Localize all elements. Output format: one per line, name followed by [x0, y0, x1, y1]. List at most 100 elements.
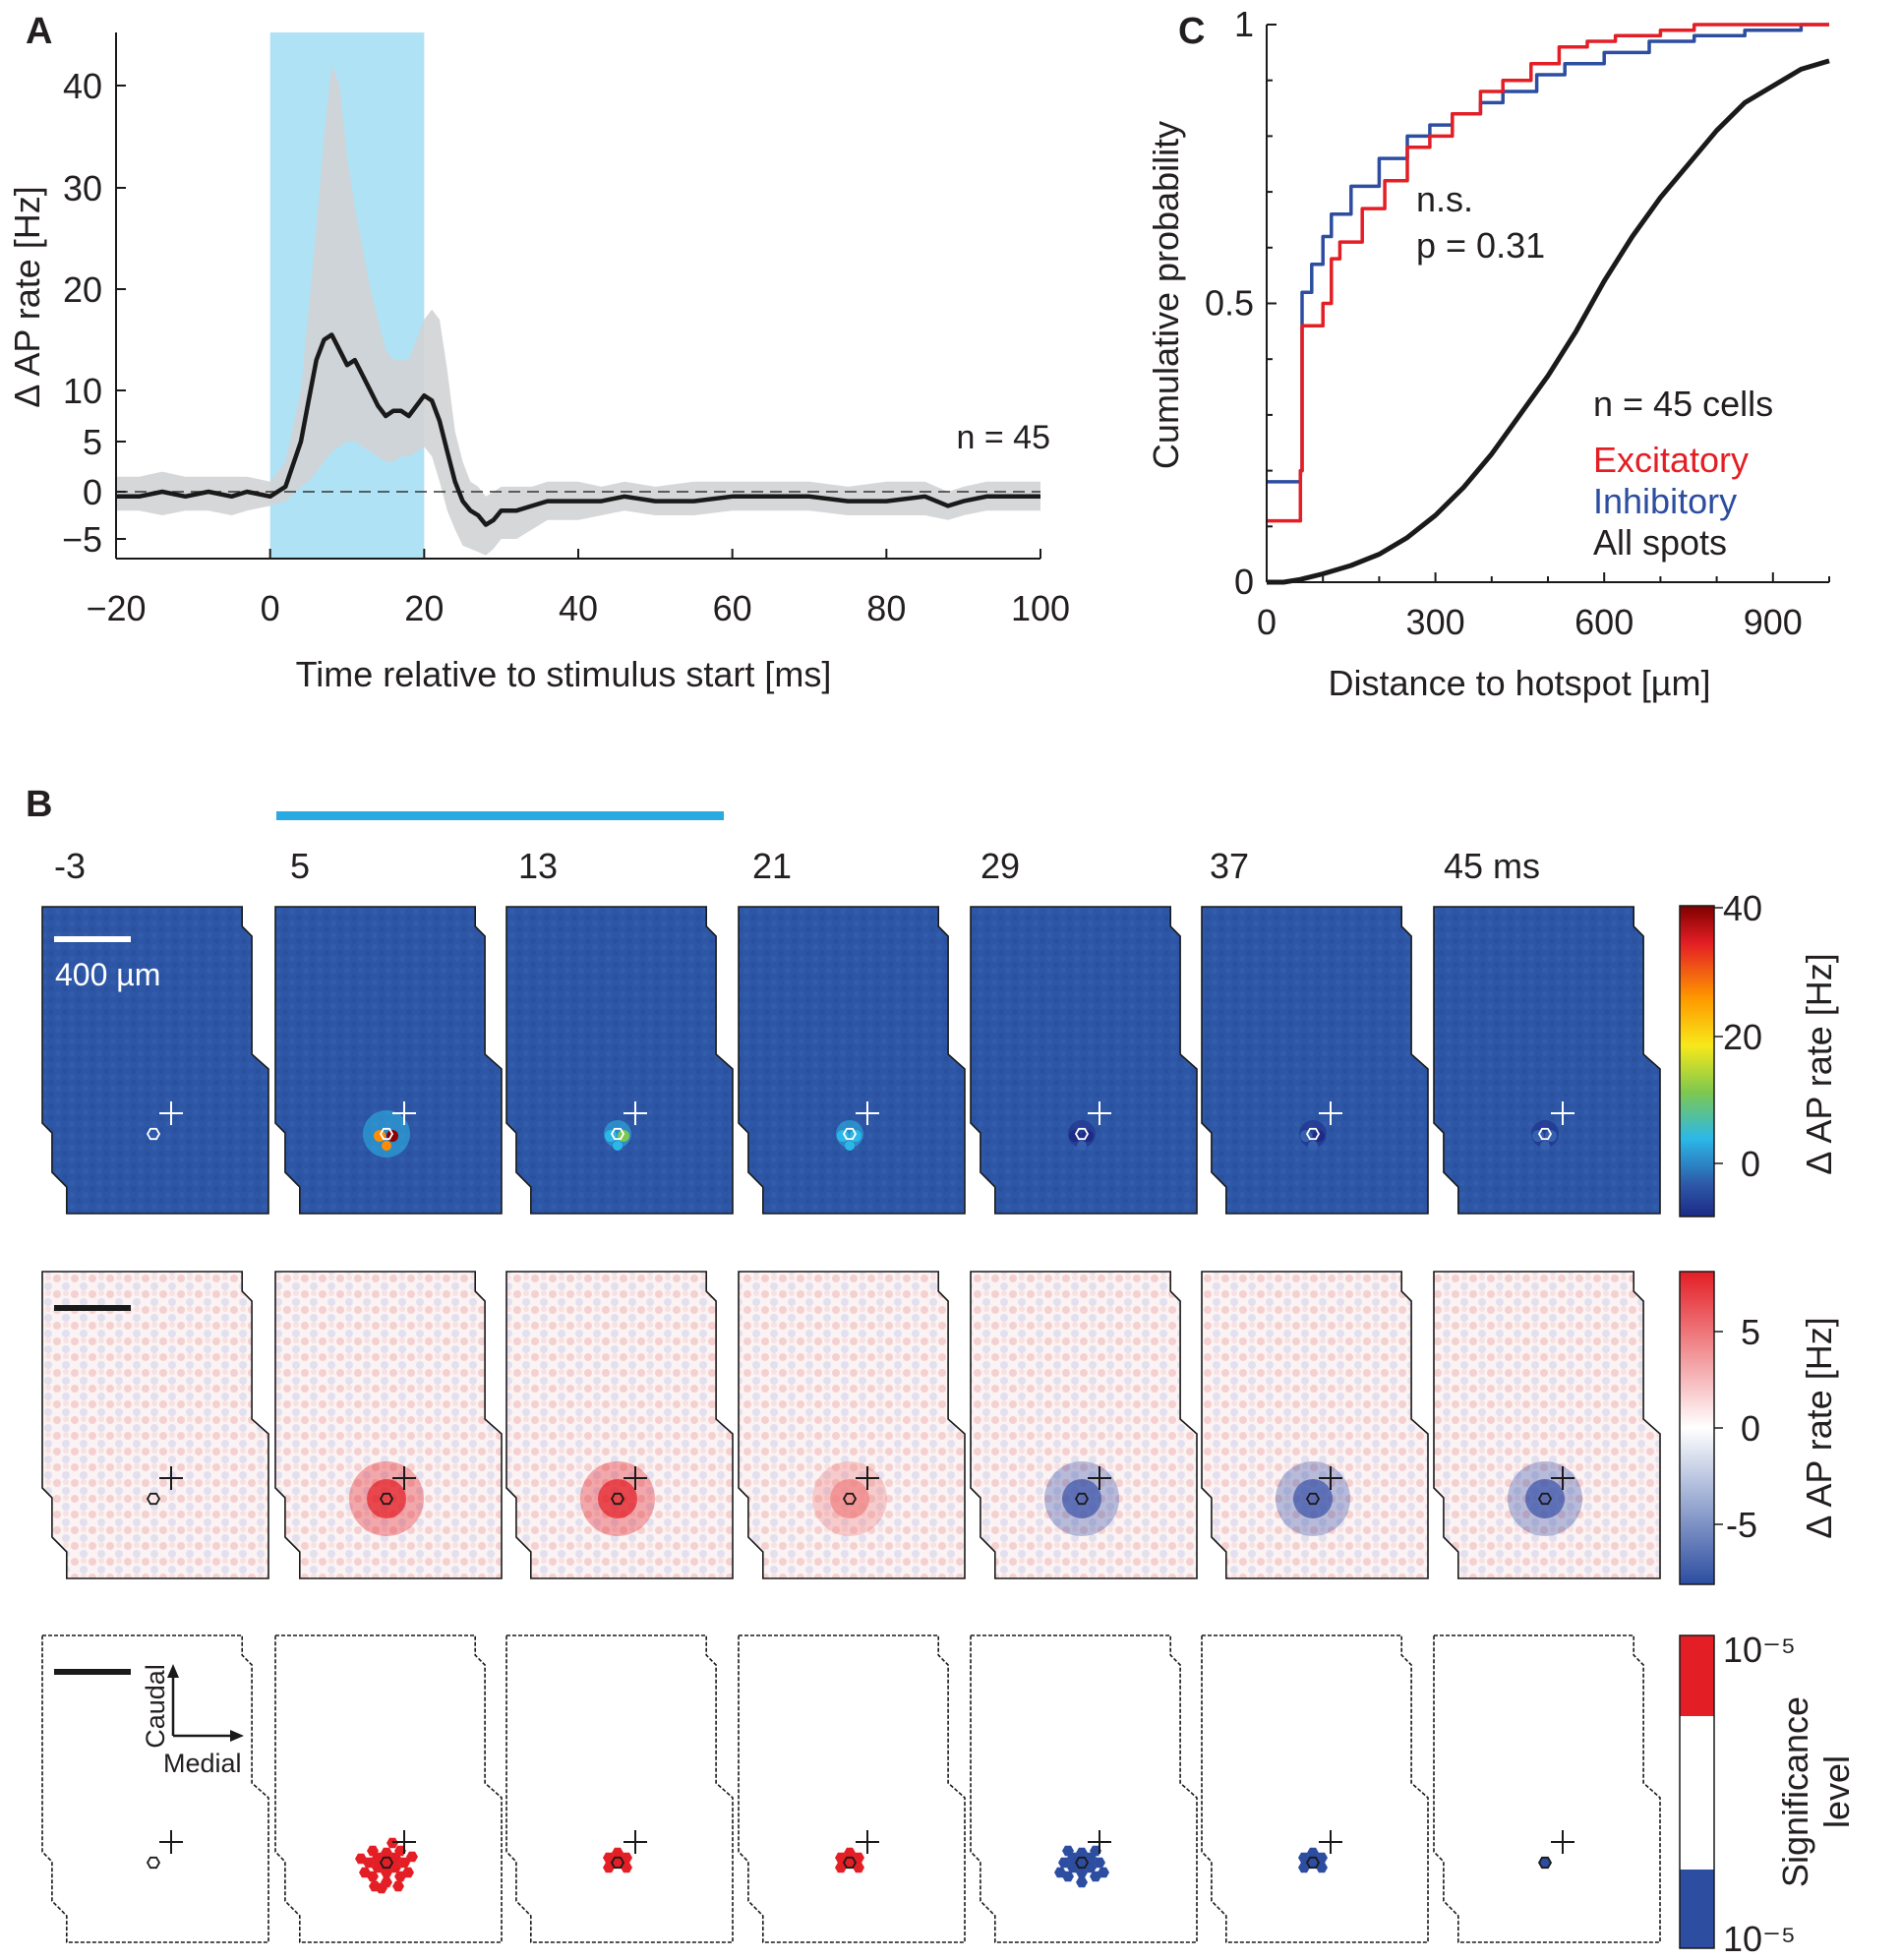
- map-outline: [274, 1271, 503, 1579]
- spatial-maps: [41, 906, 1661, 1943]
- colorbar-label: Significance: [1775, 1696, 1815, 1887]
- cdf-line-excitatory: [1267, 23, 1829, 523]
- map-outline: [1433, 1634, 1661, 1943]
- hotspot-marker: [610, 1492, 625, 1506]
- caudal-label: Caudal: [141, 1664, 170, 1749]
- significant-spot: [1085, 1862, 1097, 1873]
- medial-label: Medial: [163, 1749, 242, 1778]
- map-outline: [1433, 1271, 1661, 1579]
- colorbar-tick-label: 5: [1741, 1312, 1760, 1352]
- y-tick-label-a: 10: [63, 371, 102, 411]
- map-outline: [505, 1634, 734, 1943]
- colorbar-tick-label: 10⁻⁵: [1723, 1919, 1796, 1959]
- significant-spot: [1076, 1867, 1088, 1878]
- x-tick-label-a: 100: [1011, 588, 1070, 628]
- significant-spot: [844, 1847, 856, 1859]
- map-outline: [738, 906, 966, 1215]
- x-tick-label-c: 900: [1744, 602, 1803, 642]
- legend-inhibitory: Inhibitory: [1593, 481, 1737, 521]
- map-outline: [1201, 1634, 1429, 1943]
- significant-spot: [612, 1847, 624, 1859]
- sem-band: [116, 65, 1040, 556]
- colorbar-absolute: 40 20 0 Δ AP rate [Hz]: [1679, 888, 1839, 1218]
- spatial-map: [41, 1271, 269, 1579]
- significant-spot: [392, 1880, 404, 1892]
- hotspot-marker: [1305, 1127, 1321, 1141]
- significant-spot: [1076, 1847, 1088, 1859]
- significant-spot: [1539, 1857, 1551, 1869]
- time-label: 37: [1210, 846, 1249, 886]
- map-outline: [970, 1634, 1198, 1943]
- x-tick-label-c: 600: [1574, 602, 1634, 642]
- n-annotation-a: n = 45: [957, 419, 1050, 456]
- map-outline: [41, 1271, 269, 1579]
- hotspot-cell: [850, 1130, 861, 1142]
- hotspot-marker: [1305, 1492, 1321, 1506]
- significant-spot: [1076, 1857, 1088, 1869]
- map-outline: [41, 906, 269, 1215]
- map-outline: [505, 1271, 734, 1579]
- hotspot-core: [1293, 1479, 1333, 1518]
- significant-spot: [1054, 1867, 1066, 1878]
- hotspot-marker: [1074, 1127, 1090, 1141]
- map-outline: [738, 1271, 966, 1579]
- colorbar-relative: 5 0 -5 Δ AP rate [Hz]: [1679, 1271, 1839, 1585]
- spatial-map: [505, 1634, 734, 1943]
- hotspot-marker: [146, 1856, 161, 1870]
- x-tick-label-c: 300: [1406, 602, 1465, 642]
- y-tick-label-a: 0: [83, 472, 102, 512]
- y-tick-label-c: 0: [1234, 562, 1254, 602]
- significant-spot: [1298, 1862, 1310, 1873]
- hotspot-marker: [1074, 1492, 1090, 1506]
- significant-spot: [406, 1851, 418, 1863]
- x-axis-label-a: Time relative to stimulus start [ms]: [296, 654, 832, 694]
- significant-spot: [612, 1857, 624, 1869]
- panel-c: C 0 300 600 900 0 0.5 1 n.s. p = 0.31 n = 45 c…: [1146, 4, 1830, 703]
- significant-spot: [381, 1847, 392, 1859]
- y-tick-label-a: 5: [83, 422, 102, 462]
- significant-spot: [853, 1862, 864, 1873]
- colorbar-diverging: [1679, 1271, 1715, 1585]
- time-label: 45 ms: [1444, 846, 1540, 886]
- hotspot-cell: [1077, 1141, 1087, 1151]
- colorbar-label: level: [1816, 1755, 1857, 1828]
- significant-spot: [603, 1862, 615, 1873]
- hotspot-marker: [1537, 1856, 1553, 1870]
- hotspot-cell: [374, 1130, 386, 1142]
- significant-spot: [1058, 1857, 1070, 1869]
- spatial-map: [970, 1634, 1198, 1943]
- map-outline: [738, 1634, 966, 1943]
- spatial-map: [41, 906, 269, 1215]
- significant-spot: [369, 1880, 381, 1892]
- significant-spot: [1062, 1845, 1074, 1857]
- hotspot-marker: [146, 1127, 161, 1141]
- cdf-line-all-spots: [1267, 58, 1830, 585]
- hotspot-core: [1062, 1479, 1101, 1518]
- map-outline: [1201, 1271, 1429, 1579]
- y-tick-label-a: 30: [63, 168, 102, 208]
- hotspot-cell: [1069, 1130, 1081, 1142]
- hotspot-marker: [1074, 1856, 1090, 1870]
- panel-label-c: C: [1178, 11, 1205, 52]
- spatial-map: [1433, 1634, 1661, 1943]
- x-tick-label-a: 40: [559, 588, 598, 628]
- hotspot-cell: [618, 1130, 629, 1142]
- hotspot-cell: [1300, 1130, 1312, 1142]
- hotspot-cell: [1545, 1130, 1557, 1142]
- spatial-map: [505, 1271, 734, 1579]
- caudal-arrow-head-icon: [167, 1664, 179, 1678]
- hotspot-cell: [1308, 1141, 1318, 1151]
- significant-spot: [389, 1862, 401, 1873]
- significant-spot: [1316, 1852, 1328, 1864]
- time-label: 21: [752, 846, 792, 886]
- colorbar-tick-label: 40: [1723, 888, 1762, 928]
- y-tick-label-a: −5: [62, 519, 102, 560]
- spatial-map: [738, 1634, 966, 1943]
- significant-spot: [359, 1867, 371, 1878]
- significant-spot: [372, 1862, 384, 1873]
- significant-spot: [1076, 1876, 1088, 1888]
- map-outline: [1201, 906, 1429, 1215]
- hotspot-marker: [379, 1492, 394, 1506]
- map-outline: [41, 1634, 269, 1943]
